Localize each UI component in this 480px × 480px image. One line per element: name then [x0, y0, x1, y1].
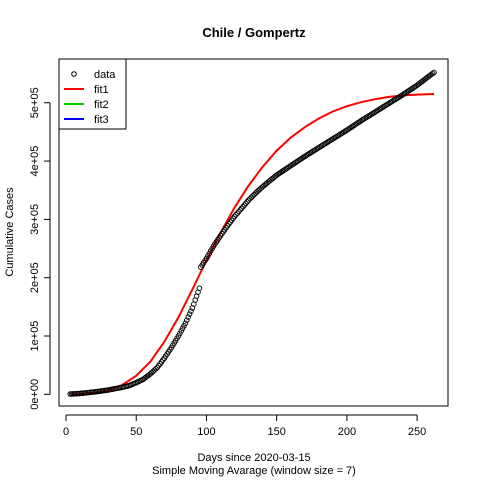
data-point [247, 195, 253, 202]
fit-line-fit1 [70, 93, 435, 396]
fit-lines [70, 93, 435, 396]
y-tick-label: 0e+00 [29, 379, 41, 410]
data-point [188, 308, 194, 314]
data-point [244, 199, 250, 205]
y-tick-label: 4e+05 [29, 146, 41, 177]
data-point [237, 207, 243, 213]
legend-label-fit3: fit3 [94, 114, 109, 126]
data-point [181, 323, 187, 329]
data-point [241, 202, 248, 208]
legend-swatch-data [71, 71, 77, 77]
data-point [178, 328, 184, 334]
x-axis-label: Days since 2020-03-15 [197, 452, 310, 464]
data-point [234, 210, 241, 216]
x-tick-label: 0 [63, 426, 69, 438]
x-tick-label: 100 [197, 426, 215, 438]
data-point [243, 200, 249, 207]
legend-label-fit1: fit1 [94, 84, 109, 96]
data-points [67, 69, 437, 397]
y-axis-label: Cumulative Cases [4, 187, 16, 277]
y-tick-label: 2e+05 [29, 262, 41, 293]
x-tick-label: 50 [130, 426, 142, 438]
data-point [186, 311, 193, 317]
y-axis: 0e+00 1e+05 2e+05 3e+05 4e+05 5e+05 [29, 87, 51, 410]
legend-label-fit2: fit2 [94, 99, 109, 111]
data-point [153, 366, 159, 372]
legend-label-data: data [94, 69, 116, 81]
chart-title: Chile / Gompertz [202, 25, 306, 40]
x-axis-sublabel: Simple Moving Avarage (window size = 7) [152, 465, 356, 477]
data-point [185, 314, 191, 320]
data-point [184, 317, 190, 323]
data-point [240, 203, 246, 210]
plot-frame [58, 58, 449, 407]
y-tick-label: 5e+05 [29, 87, 41, 118]
data-point [238, 205, 245, 212]
data-point [233, 212, 239, 218]
x-tick-label: 250 [408, 426, 426, 438]
data-point [429, 70, 436, 77]
data-point [236, 208, 242, 215]
legend: data fit1 fit2 fit3 [58, 58, 127, 130]
data-point [177, 330, 183, 337]
data-point [245, 197, 252, 203]
x-axis: 0 50 100 150 200 250 [63, 414, 426, 438]
data-point [250, 193, 256, 199]
x-tick-label: 150 [267, 426, 285, 438]
legend-box [58, 58, 127, 130]
y-tick-label: 1e+05 [29, 321, 41, 352]
data-point [248, 194, 255, 201]
data-point [431, 69, 437, 76]
data-point [182, 320, 189, 326]
y-tick-label: 3e+05 [29, 204, 41, 235]
data-point [196, 285, 203, 291]
data-point [231, 213, 238, 220]
x-tick-label: 200 [338, 426, 356, 438]
